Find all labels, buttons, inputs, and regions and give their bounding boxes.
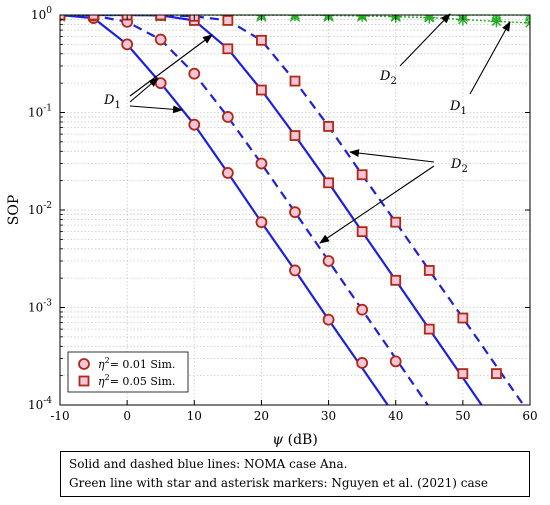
sim-square-marker <box>457 312 469 324</box>
asterisk-marker <box>490 15 503 28</box>
label-d1-left: D1 <box>103 93 121 111</box>
sim-circle-marker <box>289 206 301 219</box>
sim-square-marker <box>323 121 334 132</box>
sim-square-marker <box>60 15 66 21</box>
sim-square-marker <box>356 226 368 238</box>
sim-square-marker <box>356 169 368 181</box>
x-tick-label: 20 <box>254 409 269 423</box>
grid <box>59 15 531 406</box>
sim-square-marker <box>256 34 267 46</box>
caption-line-2: Green line with star and asterisk marker… <box>69 476 488 490</box>
annotation-arrow <box>349 149 435 163</box>
sim-circle-marker <box>188 118 201 131</box>
label-d2-center: D2 <box>450 157 468 175</box>
sim-square-marker <box>323 177 334 189</box>
annotation-arrow <box>129 34 213 97</box>
caption-box: Solid and dashed blue lines: NOMA case A… <box>60 451 530 497</box>
sim-circle-marker <box>389 355 402 368</box>
legend-circle-marker <box>78 358 90 370</box>
axis-ticks: -10 0 10 20 30 40 50 60 100 10-1 10-2 10-3 10-4 <box>28 6 538 423</box>
y-tick-label: 10-4 <box>28 396 52 412</box>
sim-circle-marker <box>322 255 335 267</box>
sim-square-marker <box>155 15 167 21</box>
annotations: D1 D2 D2 D1 <box>103 13 511 244</box>
sim-circle-marker <box>356 303 369 316</box>
asterisk-marker <box>524 16 530 29</box>
sim-square-marker <box>222 43 234 55</box>
sim-square-marker <box>457 368 469 379</box>
sim-circle-marker <box>154 77 167 90</box>
sim-circle-marker <box>356 357 369 369</box>
label-d1-right: D1 <box>449 99 467 117</box>
legend-square-marker <box>78 375 90 387</box>
sim-circle-marker <box>188 67 201 80</box>
annotation-arrow <box>129 105 183 114</box>
annotation-arrow <box>469 21 511 95</box>
sim-circle-marker <box>289 264 301 277</box>
sim-square-marker <box>88 15 99 21</box>
annotation-arrow <box>319 165 435 244</box>
sim-square-marker <box>289 130 301 141</box>
sop-chart: -10 0 10 20 30 40 50 60 100 10-1 10-2 10-3 10-4 D1 D2… <box>6 6 538 448</box>
legend: η2= 0.01 Sim. η2= 0.05 Sim. <box>67 351 189 393</box>
sim-circle-marker <box>221 111 234 123</box>
x-tick-label: 0 <box>123 409 131 423</box>
sim-square-marker <box>390 274 402 286</box>
label-d2-top: D2 <box>379 69 397 87</box>
x-tick-label: 10 <box>187 409 202 423</box>
sim-circle-marker <box>255 157 268 170</box>
x-tick-label: 40 <box>388 409 403 423</box>
x-tick-label: 60 <box>522 409 537 423</box>
asterisk-marker <box>423 15 436 24</box>
y-axis-label: SOP <box>6 195 22 226</box>
y-tick-label: 10-3 <box>28 299 52 315</box>
y-tick-label: 100 <box>31 6 52 22</box>
y-tick-label: 10-2 <box>28 201 52 217</box>
sim-circle-marker <box>322 313 335 326</box>
annotation-arrow <box>399 13 451 67</box>
sim-square-marker <box>423 265 435 276</box>
sim-square-marker <box>423 323 435 335</box>
x-tick-label: 50 <box>455 409 470 423</box>
sim-circle-marker <box>255 216 268 229</box>
sim-square-marker <box>289 75 301 87</box>
sim-circle-marker <box>121 38 134 51</box>
sim-square-marker <box>222 15 234 26</box>
x-tick-label: -10 <box>50 409 69 423</box>
annotation-arrow <box>129 77 159 103</box>
x-axis-label: ψ (dB) <box>272 432 318 448</box>
sim-square-marker <box>390 216 402 228</box>
y-tick-label: 10-1 <box>28 104 52 120</box>
legend-label: η2= 0.01 Sim. <box>98 356 175 371</box>
x-tick-label: 30 <box>321 409 336 423</box>
legend-label: η2= 0.05 Sim. <box>98 373 175 388</box>
sim-circle-marker <box>154 33 167 46</box>
sim-square-marker <box>256 84 267 96</box>
caption-line-1: Solid and dashed blue lines: NOMA case A… <box>69 457 348 471</box>
asterisk-marker <box>356 15 369 22</box>
sim-square-marker <box>491 368 502 379</box>
sim-circle-marker <box>221 167 234 179</box>
